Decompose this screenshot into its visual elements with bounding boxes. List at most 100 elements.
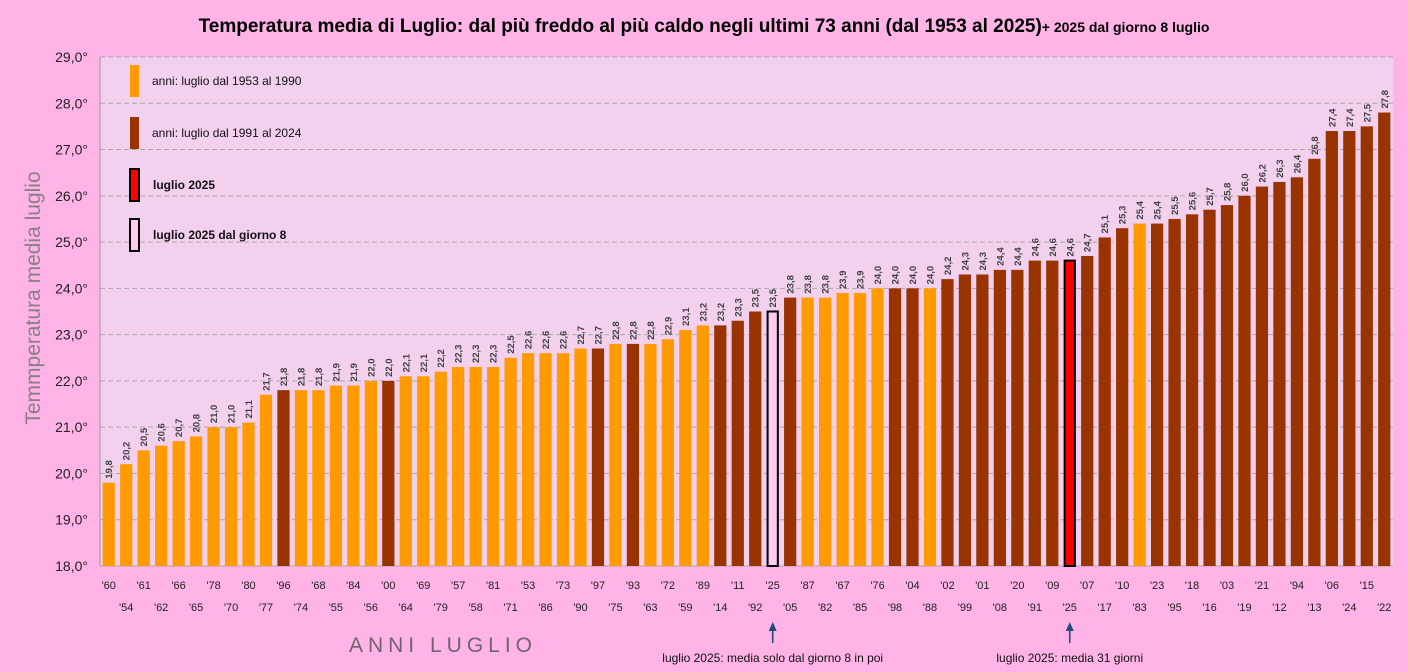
data-label: 25,4 — [1153, 200, 1164, 219]
x-tick-label: '16 — [1202, 602, 1216, 614]
y-tick-labels: 18,0° 19,0° 20,0° 21,0° 22,0° 23,0° 24,0° 25,0°… — [55, 49, 88, 574]
x-tick-label: '08 — [993, 602, 1007, 614]
data-label: 24,0 — [908, 266, 919, 285]
x-tick-label: '15 — [1360, 580, 1374, 592]
bar — [661, 339, 674, 566]
x-tick-label: '79 — [434, 602, 448, 614]
data-label: 27,8 — [1380, 90, 1391, 109]
data-label: 26,8 — [1310, 136, 1321, 155]
data-label: 22,3 — [454, 345, 465, 364]
x-tick-label: '98 — [888, 602, 902, 614]
x-tick-label: '53 — [521, 580, 535, 592]
bar — [277, 390, 290, 566]
bar — [1081, 255, 1094, 567]
data-label: 26,0 — [1240, 173, 1251, 192]
bar — [714, 325, 727, 566]
data-label: 24,0 — [873, 266, 884, 285]
data-label: 22,6 — [541, 331, 552, 350]
x-tick-label: '56 — [364, 602, 378, 614]
data-label: 20,6 — [157, 423, 168, 442]
bar — [539, 353, 552, 566]
x-tick-label: '14 — [713, 602, 727, 614]
x-tick-label: '82 — [818, 602, 832, 614]
x-tick-labels: '60'54 '61'62'66 '65'78 '70'80 '77'96 '74'68 '… — [102, 580, 1392, 614]
bar — [696, 325, 709, 566]
bar — [294, 390, 308, 566]
x-tick-label: '89 — [696, 580, 710, 592]
bar — [1360, 126, 1373, 566]
x-tick-label: '97 — [591, 580, 605, 592]
data-label: 21,8 — [314, 368, 325, 387]
legend-swatch — [129, 168, 140, 202]
bar — [242, 422, 255, 566]
x-tick-label: '57 — [451, 580, 465, 592]
bar — [871, 288, 884, 566]
x-tick-label: '09 — [1045, 580, 1059, 592]
x-tick-label: '06 — [1325, 580, 1339, 592]
annotation-arrowhead — [768, 622, 777, 631]
bar — [120, 464, 133, 566]
data-label: 22,7 — [576, 326, 587, 345]
bar — [504, 357, 517, 566]
bar — [976, 274, 989, 566]
y-tick-label: 20,0° — [55, 465, 88, 481]
data-label: 25,7 — [1205, 187, 1216, 206]
x-tick-label: '20 — [1010, 580, 1024, 592]
bar — [1116, 228, 1129, 566]
data-label: 24,6 — [1065, 238, 1076, 257]
bar — [1220, 205, 1234, 566]
y-tick-label: 29,0° — [55, 49, 88, 65]
x-tick-label: '95 — [1167, 602, 1181, 614]
legend-label: luglio 2025 — [153, 178, 215, 192]
legend: anni: luglio dal 1953 al 1990 anni: lugli… — [129, 65, 302, 252]
data-label: 22,8 — [646, 321, 657, 340]
data-label: 21,0 — [209, 405, 220, 424]
x-tick-label: '60 — [102, 580, 116, 592]
legend-label: luglio 2025 dal giorno 8 — [153, 228, 287, 242]
x-tick-label: '66 — [171, 580, 185, 592]
data-label: 22,1 — [401, 353, 412, 372]
data-label: 23,8 — [821, 275, 832, 294]
bar — [347, 385, 360, 566]
data-label: 24,4 — [1013, 247, 1024, 266]
bar — [556, 353, 570, 566]
x-tick-label: '55 — [329, 602, 343, 614]
bar — [487, 367, 500, 566]
legend-label: anni: luglio dal 1953 al 1990 — [152, 74, 302, 88]
x-tick-label: '73 — [556, 580, 570, 592]
data-label: 23,9 — [838, 270, 849, 289]
data-label: 24,6 — [1030, 238, 1041, 257]
x-tick-label: '63 — [643, 602, 657, 614]
bar — [766, 310, 779, 567]
x-tick-label: '25 — [766, 580, 780, 592]
x-tick-label: '94 — [1290, 580, 1304, 592]
bar — [1273, 181, 1286, 566]
x-tick-label: '12 — [1272, 602, 1286, 614]
data-label: 23,1 — [681, 307, 692, 326]
data-label: 22,0 — [366, 358, 377, 377]
data-label: 24,4 — [995, 247, 1006, 266]
bar — [102, 482, 115, 566]
data-label: 19,8 — [104, 460, 115, 479]
data-label: 23,8 — [803, 275, 814, 294]
data-label: 20,2 — [122, 442, 133, 461]
data-label: 20,7 — [174, 419, 185, 438]
bar — [1133, 223, 1146, 566]
x-tick-label: '18 — [1185, 580, 1199, 592]
bar — [382, 380, 395, 566]
x-tick-label: '92 — [748, 602, 762, 614]
x-tick-label: '83 — [1132, 602, 1146, 614]
bar — [312, 390, 325, 566]
y-tick-label: 23,0° — [55, 327, 88, 343]
bar — [888, 288, 902, 566]
data-label: 22,9 — [663, 317, 674, 336]
x-tick-label: '81 — [486, 580, 500, 592]
y-tick-label: 19,0° — [55, 512, 88, 528]
data-label: 22,8 — [611, 321, 622, 340]
data-label: 22,0 — [384, 358, 395, 377]
bar — [259, 394, 273, 566]
x-tick-label: '04 — [905, 580, 919, 592]
bar — [906, 288, 919, 566]
x-tick-label: '74 — [294, 602, 308, 614]
data-label: 27,4 — [1327, 108, 1338, 127]
